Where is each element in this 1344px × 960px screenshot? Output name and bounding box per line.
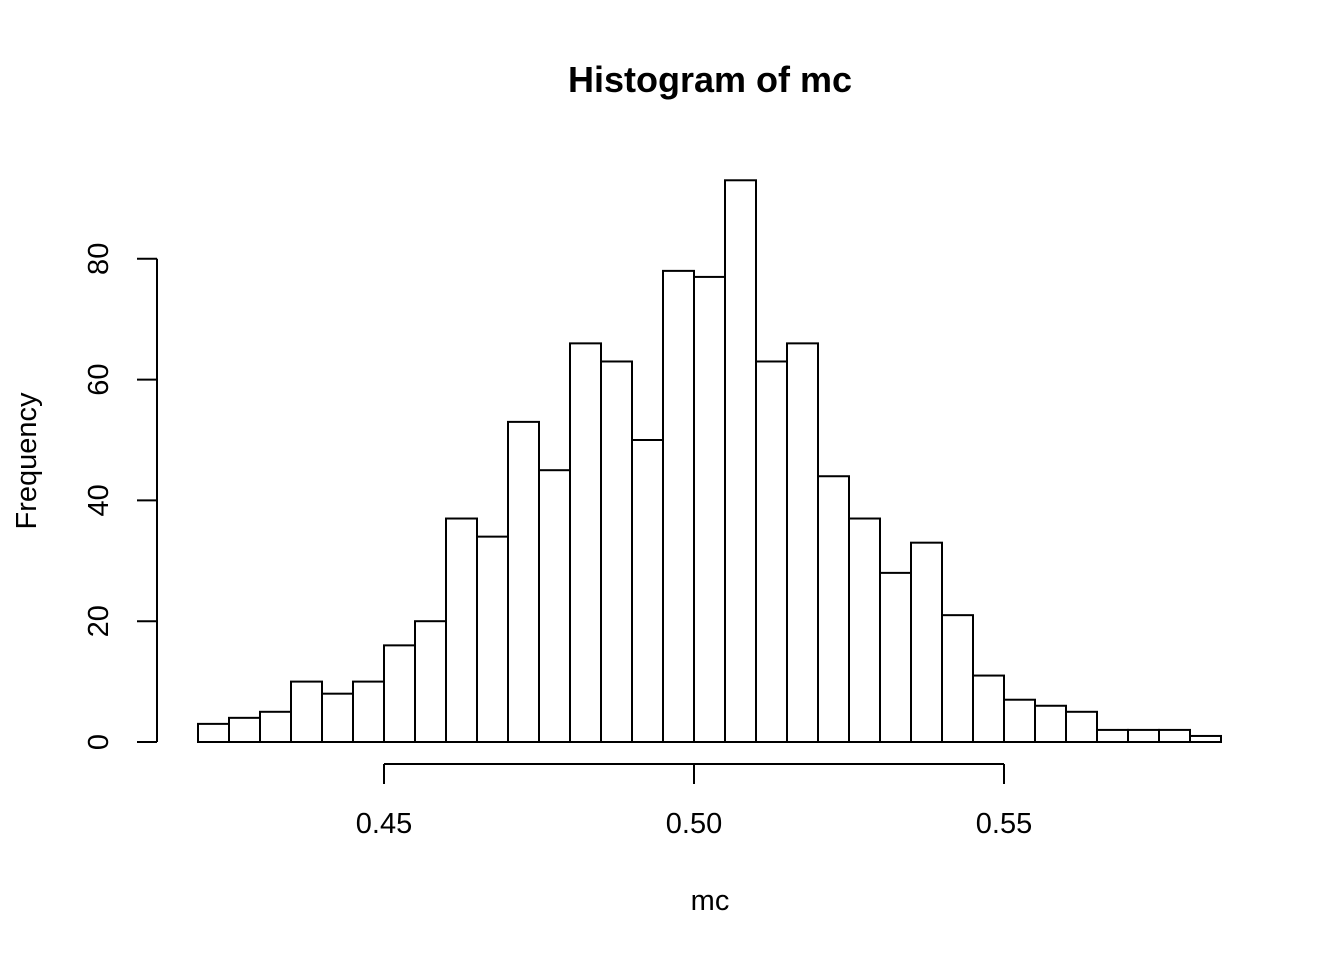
histogram-bar xyxy=(817,475,850,743)
y-tick-label: 60 xyxy=(83,363,115,395)
x-tick-label: 0.50 xyxy=(666,808,722,840)
histogram-bar xyxy=(197,722,230,744)
y-axis: 0 20 40 60 80 xyxy=(83,243,158,750)
histogram-bar xyxy=(228,716,261,744)
histogram-bar xyxy=(755,360,788,743)
y-tick-label: 20 xyxy=(83,605,115,637)
x-tick-label: 0.55 xyxy=(976,808,1032,840)
histogram-bar xyxy=(383,644,416,743)
histogram-bar xyxy=(507,420,540,743)
histogram-bar xyxy=(1127,728,1160,743)
histogram-bar xyxy=(445,517,478,744)
histogram-bar xyxy=(259,710,292,743)
histogram-bar xyxy=(569,342,602,743)
histogram-bar xyxy=(538,469,571,743)
histogram-bar xyxy=(941,614,974,743)
histogram-bar xyxy=(476,535,509,744)
histogram-bar xyxy=(321,692,354,743)
histogram-bar xyxy=(600,360,633,743)
histogram-bar xyxy=(1034,704,1067,744)
x-axis-label: mc xyxy=(691,885,730,917)
x-tick-label: 0.45 xyxy=(356,808,412,840)
chart-title: Histogram of mc xyxy=(568,59,852,100)
histogram-bar xyxy=(786,342,819,743)
bars-group xyxy=(197,179,1222,744)
histogram-bar xyxy=(352,680,385,743)
y-tick-label: 0 xyxy=(83,734,115,750)
histogram-bar xyxy=(1189,734,1222,744)
histogram-bar xyxy=(1158,728,1191,743)
histogram-bar xyxy=(414,620,447,744)
histogram-bar xyxy=(693,275,726,743)
y-tick-label: 80 xyxy=(83,243,115,275)
histogram-bar xyxy=(1065,710,1098,743)
x-axis: 0.45 0.50 0.55 xyxy=(356,763,1032,840)
histogram-bar xyxy=(1096,728,1129,743)
y-axis-label: Frequency xyxy=(11,392,43,530)
histogram-bar xyxy=(1003,698,1036,743)
histogram-bar xyxy=(972,674,1005,743)
histogram-bar xyxy=(848,517,881,744)
histogram-bar xyxy=(910,541,943,743)
histogram-bar xyxy=(724,179,757,743)
y-tick-label: 40 xyxy=(83,484,115,516)
histogram-bar xyxy=(662,269,695,743)
histogram-bar xyxy=(879,571,912,743)
histogram-bar xyxy=(631,439,664,743)
histogram-bar xyxy=(290,680,323,743)
